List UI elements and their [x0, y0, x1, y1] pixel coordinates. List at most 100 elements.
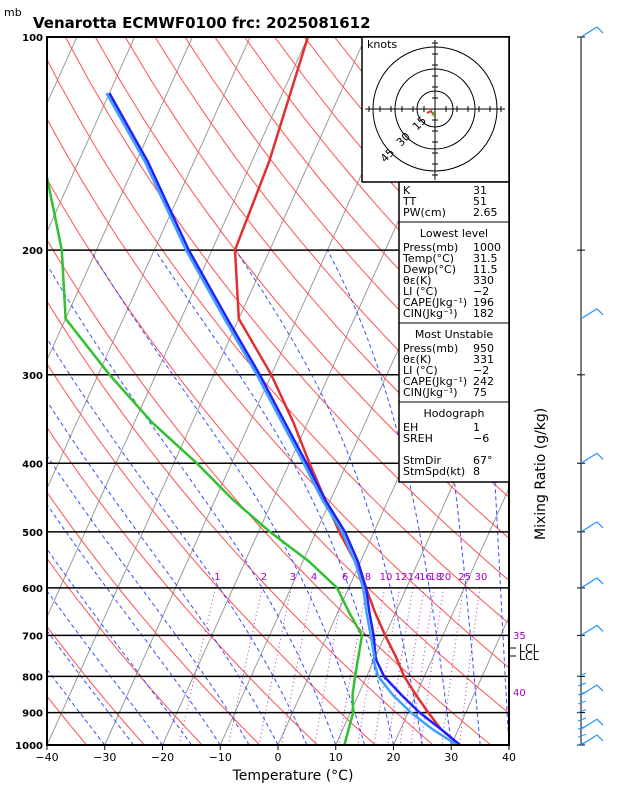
most-unstable-title: Most Unstable	[415, 328, 494, 341]
table-label: Temp(°C)	[402, 252, 454, 265]
pressure-tick-label: 200	[22, 246, 43, 257]
table-value: 67°	[473, 454, 493, 467]
wind-barb-flag	[596, 734, 604, 742]
table-value: 330	[473, 274, 494, 287]
table-label: LI (°C)	[403, 285, 438, 298]
sounding-traces	[47, 37, 461, 745]
isotherm-line	[567, 37, 618, 745]
table-label: StmDir	[403, 454, 442, 467]
isotherm-line	[47, 37, 251, 490]
moist-adiabat-line	[47, 263, 337, 745]
wind-barb	[580, 521, 598, 533]
mixing-ratio-axis-title: Mixing Ratio (g/kg)	[533, 408, 549, 540]
table-label: SREH	[403, 432, 433, 445]
hodograph-trace	[426, 109, 437, 116]
dry-adiabat-line	[47, 426, 318, 745]
x-tick-label: 0	[275, 751, 282, 764]
table-value: 182	[473, 307, 494, 320]
wind-panel: Mixing Ratio (g/kg)	[533, 26, 604, 746]
mixing-ratio-label: 25	[458, 572, 471, 583]
x-tick-label: 30	[444, 751, 458, 764]
mixing-ratio-label: 30	[475, 572, 488, 583]
dry-adiabat-line	[47, 557, 203, 745]
mixing-ratio-line	[387, 587, 414, 745]
chart-title: Venarotta ECMWF0100 frc: 2025081612	[33, 14, 371, 32]
mixing-ratio-label: 8	[365, 572, 371, 583]
x-tick-label: 20	[387, 751, 401, 764]
hodograph: knots 15 30 45 *	[361, 36, 510, 183]
table-value: −6	[473, 432, 489, 445]
mixing-ratio-line	[178, 587, 216, 745]
dry-adiabat-line	[94, 37, 509, 539]
wind-barb	[580, 624, 598, 636]
pressure-unit-label: mb	[4, 6, 22, 19]
table-label: K	[403, 184, 411, 197]
mixing-ratio-line	[441, 587, 464, 745]
dry-adiabat-line	[47, 491, 261, 745]
dry-adiabat-line	[124, 37, 509, 498]
pressure-tick-label: 100	[22, 33, 43, 44]
wind-barb-flag	[596, 521, 604, 529]
table-label: StmSpd(kt)	[403, 465, 465, 478]
table-label: LI (°C)	[403, 364, 438, 377]
sounding-series-1	[47, 171, 364, 745]
dry-adiabat-line	[47, 695, 87, 745]
dry-adiabat-line	[47, 300, 434, 745]
table-label: CAPE(Jkg⁻¹)	[403, 375, 467, 388]
wind-barb-flag	[596, 624, 604, 632]
wind-barbs	[577, 26, 604, 746]
low-level-wind-barb	[577, 691, 587, 696]
mixing-ratio-label: 16	[419, 572, 432, 583]
mixing-ratio-line	[373, 587, 401, 745]
low-level-wind-barb	[577, 682, 587, 687]
dry-adiabat-line	[64, 37, 509, 582]
mixing-ratio-edge-label: 35	[513, 631, 526, 642]
sounding-series-2	[108, 92, 461, 745]
pressure-tick-label: 600	[22, 584, 43, 595]
mixing-ratio-label: 10	[380, 572, 393, 583]
dry-adiabat-line	[47, 178, 509, 714]
pressure-tick-label: 700	[22, 631, 43, 642]
moist-adiabat-line	[235, 249, 423, 745]
isotherm-line	[47, 37, 136, 233]
dry-adiabat-line	[47, 118, 509, 669]
mixing-ratio-line	[314, 587, 345, 745]
mixing-ratio-label: 14	[408, 572, 421, 583]
mixing-ratio-label: 4	[311, 572, 317, 583]
table-value: −2	[473, 364, 489, 377]
moist-adiabat-line	[47, 503, 221, 745]
mixing-ratio-line	[458, 587, 481, 745]
mixing-ratio-line	[338, 587, 367, 745]
wind-barb	[580, 308, 598, 320]
wind-barb-flag	[596, 684, 604, 692]
x-tick-label: −20	[151, 751, 174, 764]
storm-motion-marker: *	[431, 110, 437, 123]
isotherm-line	[450, 615, 509, 745]
table-value: 31.5	[473, 252, 498, 265]
lowest-level-title: Lowest level	[420, 227, 488, 240]
table-label: CAPE(Jkg⁻¹)	[403, 296, 467, 309]
low-level-wind-barb	[577, 717, 587, 722]
table-value: 950	[473, 342, 494, 355]
mixing-ratio-line	[399, 587, 425, 745]
dry-adiabat-line	[514, 37, 618, 745]
mixing-ratio-edge-label: 40	[513, 688, 526, 699]
mixing-ratio-label: 6	[342, 572, 348, 583]
wind-barb-flag	[596, 26, 604, 34]
wind-barb	[580, 452, 598, 464]
table-value: −2	[473, 285, 489, 298]
mixing-ratio-label: 2	[261, 572, 267, 583]
mixing-ratio-label: 12	[395, 572, 408, 583]
wind-barb	[580, 577, 598, 589]
moist-adiabat-line	[47, 337, 308, 745]
table-label: CIN(Jkg⁻¹)	[403, 386, 458, 399]
wind-barb-flag	[596, 718, 604, 726]
table-label: θε(K)	[403, 274, 431, 287]
low-level-wind-barb	[577, 672, 587, 677]
low-level-wind-barb	[577, 700, 587, 705]
table-value: 196	[473, 296, 494, 309]
isotherm-line	[335, 358, 509, 745]
sounding-series-3	[105, 92, 458, 745]
